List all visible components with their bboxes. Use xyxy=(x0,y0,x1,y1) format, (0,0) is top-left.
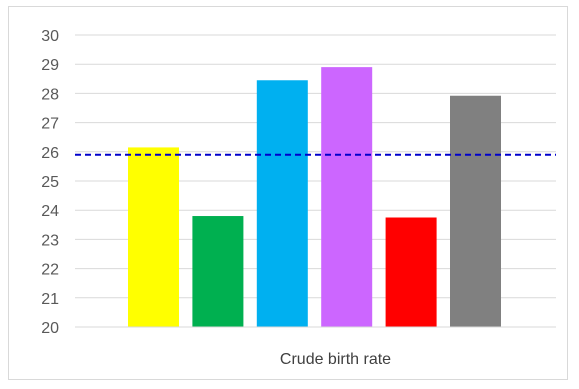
y-tick-label: 26 xyxy=(41,145,59,162)
bar xyxy=(321,67,373,328)
bars xyxy=(128,67,501,328)
bar xyxy=(450,95,501,328)
y-tick-label: 30 xyxy=(41,28,59,45)
bar xyxy=(192,216,244,327)
bar xyxy=(256,80,308,327)
y-tick-label: 22 xyxy=(41,262,59,279)
y-tick-label: 27 xyxy=(41,116,59,133)
y-axis-ticks: 20 21 22 23 24 25 26 27 28 29 30 xyxy=(41,28,59,337)
y-tick-label: 29 xyxy=(41,57,59,74)
y-tick-label: 23 xyxy=(41,232,59,249)
x-axis-label: Crude birth rate xyxy=(280,351,391,368)
y-tick-label: 25 xyxy=(41,174,59,191)
bar xyxy=(128,147,179,327)
bar xyxy=(385,217,437,327)
y-tick-label: 20 xyxy=(41,320,59,337)
y-tick-label: 21 xyxy=(41,291,59,308)
y-tick-label: 24 xyxy=(41,203,59,220)
y-tick-label: 28 xyxy=(41,86,59,103)
